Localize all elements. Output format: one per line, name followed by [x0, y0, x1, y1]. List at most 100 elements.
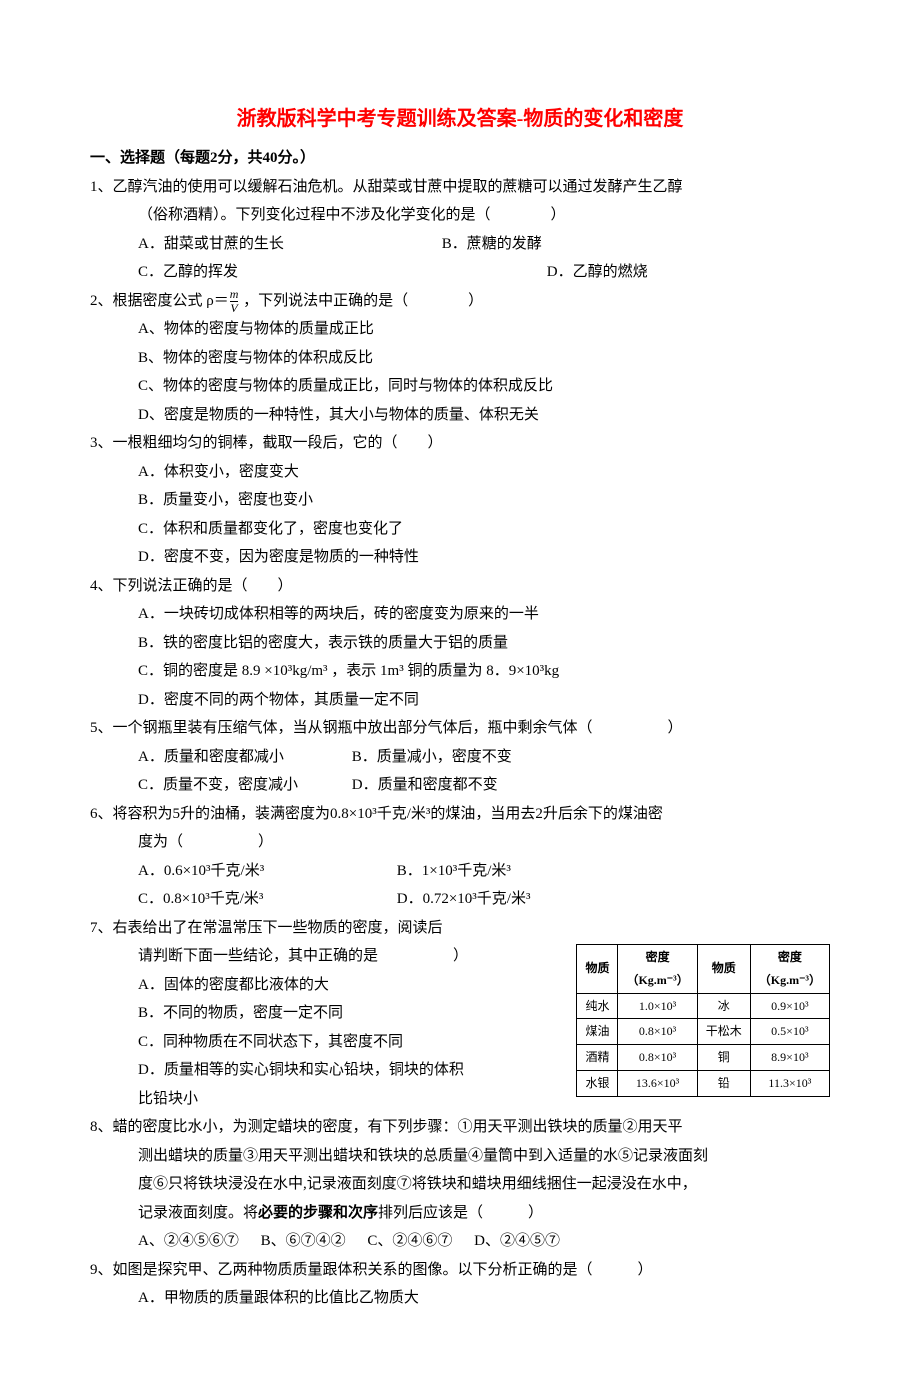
q9-stem: 9、如图是探究甲、乙两种物质质量跟体积关系的图像。以下分析正确的是（ ） — [90, 1256, 830, 1285]
question-3: 3、一根粗细均匀的铜棒，截取一段后，它的（ ） A．体积变小，密度变大 B．质量… — [90, 429, 830, 572]
q3-option-b: B．质量变小，密度也变小 — [90, 486, 830, 515]
table-header-row: 物质 密度 （Kg.m⁻³） 物质 密度 （Kg.m⁻³） — [577, 945, 830, 994]
q3-option-c: C．体积和质量都变化了，密度也变化了 — [90, 515, 830, 544]
question-6: 6、将容积为5升的油桶，装满密度为0.8×10³千克/米³的煤油，当用去2升后余… — [90, 800, 830, 914]
table-cell: 纯水 — [577, 993, 618, 1019]
q4-stem: 4、下列说法正确的是（ ） — [90, 572, 830, 601]
q4-option-a: A．一块砖切成体积相等的两块后，砖的密度变为原来的一半 — [90, 600, 830, 629]
q6-stem-line2: 度为（ ） — [90, 828, 830, 857]
table-cell: 1.0×10³ — [618, 993, 697, 1019]
q6-option-d: D．0.72×10³千克/米³ — [397, 885, 531, 914]
q3-option-a: A．体积变小，密度变大 — [90, 458, 830, 487]
q6-option-b: B．1×10³千克/米³ — [397, 857, 511, 886]
table-cell: 酒精 — [577, 1045, 618, 1071]
q8-option-b: B、⑥⑦④② — [261, 1227, 346, 1256]
col-density-1: 密度 （Kg.m⁻³） — [618, 945, 697, 994]
q8-stem-line4-pre: 记录液面刻度。将 — [138, 1205, 258, 1221]
q6-stem-line1: 6、将容积为5升的油桶，装满密度为0.8×10³千克/米³的煤油，当用去2升后余… — [90, 800, 830, 829]
q5-option-b: B．质量减小，密度不变 — [352, 743, 512, 772]
q8-stem-line1: 8、蜡的密度比水小，为测定蜡块的密度，有下列步骤：①用天平测出铁块的质量②用天平 — [90, 1113, 830, 1142]
q4-option-d: D．密度不同的两个物体，其质量一定不同 — [90, 686, 830, 715]
frac-num: m — [230, 288, 239, 301]
q8-options-row: A、②④⑤⑥⑦ B、⑥⑦④② C、②④⑥⑦ D、②④⑤⑦ — [90, 1227, 830, 1256]
question-1: 1、乙醇汽油的使用可以缓解石油危机。从甜菜或甘蔗中提取的蔗糖可以通过发酵产生乙醇… — [90, 173, 830, 287]
q1-stem-line1: 1、乙醇汽油的使用可以缓解石油危机。从甜菜或甘蔗中提取的蔗糖可以通过发酵产生乙醇 — [90, 173, 830, 202]
q9-option-a: A．甲物质的质量跟体积的比值比乙物质大 — [90, 1284, 830, 1313]
question-8: 8、蜡的密度比水小，为测定蜡块的密度，有下列步骤：①用天平测出铁块的质量②用天平… — [90, 1113, 830, 1256]
q8-stem-line3: 度⑥只将铁块浸没在水中,记录液面刻度⑦将铁块和蜡块用细线捆住一起浸没在水中， — [90, 1170, 830, 1199]
q8-option-d: D、②④⑤⑦ — [474, 1227, 560, 1256]
document-page: 浙教版科学中考专题训练及答案-物质的变化和密度 一、选择题（每题2分，共40分。… — [0, 0, 920, 1373]
q1-stem-line2: （俗称酒精）。下列变化过程中不涉及化学变化的是（ ） — [90, 201, 830, 230]
q5-options-row2: C．质量不变，密度减小 D．质量和密度都不变 — [90, 771, 830, 800]
document-title: 浙教版科学中考专题训练及答案-物质的变化和密度 — [90, 100, 830, 138]
q1-option-b: B．蔗糖的发酵 — [442, 230, 542, 259]
question-2: 2、根据密度公式 ρ＝mV ，下列说法中正确的是（ ） A、物体的密度与物体的质… — [90, 287, 830, 430]
q2-option-b: B、物体的密度与物体的体积成反比 — [90, 344, 830, 373]
table-row: 酒精 0.8×10³ 铜 8.9×10³ — [577, 1045, 830, 1071]
question-7: 7、右表给出了在常温常压下一些物质的密度，阅读后 物质 密度 （Kg.m⁻³） … — [90, 914, 830, 1114]
q2-stem: 2、根据密度公式 ρ＝mV ，下列说法中正确的是（ ） — [90, 287, 830, 316]
q1-option-a: A．甜菜或甘蔗的生长 — [138, 230, 438, 259]
col-substance-2: 物质 — [697, 945, 750, 994]
section-header: 一、选择题（每题2分，共40分。） — [90, 144, 830, 173]
question-5: 5、一个钢瓶里装有压缩气体，当从钢瓶中放出部分气体后，瓶中剩余气体（ ） A．质… — [90, 714, 830, 800]
q1-option-d: D．乙醇的燃烧 — [547, 258, 648, 287]
q5-options-row1: A．质量和密度都减小 B．质量减小，密度不变 — [90, 743, 830, 772]
col-density-1-unit: （Kg.m⁻³） — [626, 973, 688, 987]
frac-den: V — [230, 301, 239, 315]
question-4: 4、下列说法正确的是（ ） A．一块砖切成体积相等的两块后，砖的密度变为原来的一… — [90, 572, 830, 715]
q8-option-a: A、②④⑤⑥⑦ — [138, 1227, 239, 1256]
table-row: 纯水 1.0×10³ 冰 0.9×10³ — [577, 993, 830, 1019]
q8-option-c: C、②④⑥⑦ — [367, 1227, 452, 1256]
col-density-1-label: 密度 — [646, 950, 670, 964]
table-row: 水银 13.6×10³ 铅 11.3×10³ — [577, 1070, 830, 1096]
table-cell: 8.9×10³ — [750, 1045, 829, 1071]
q2-option-c: C、物体的密度与物体的质量成正比，同时与物体的体积成反比 — [90, 372, 830, 401]
density-table: 物质 密度 （Kg.m⁻³） 物质 密度 （Kg.m⁻³） 纯水 1.0×10³… — [576, 944, 830, 1097]
table-row: 煤油 0.8×10³ 干松木 0.5×10³ — [577, 1019, 830, 1045]
col-density-2-label: 密度 — [778, 950, 802, 964]
q1-option-c: C．乙醇的挥发 — [138, 258, 543, 287]
table-cell: 0.9×10³ — [750, 993, 829, 1019]
table-cell: 0.5×10³ — [750, 1019, 829, 1045]
q5-stem: 5、一个钢瓶里装有压缩气体，当从钢瓶中放出部分气体后，瓶中剩余气体（ ） — [90, 714, 830, 743]
table-cell: 煤油 — [577, 1019, 618, 1045]
q5-option-d: D．质量和密度都不变 — [352, 771, 498, 800]
table-cell: 水银 — [577, 1070, 618, 1096]
table-cell: 干松木 — [697, 1019, 750, 1045]
q3-option-d: D．密度不变，因为密度是物质的一种特性 — [90, 543, 830, 572]
table-cell: 0.8×10³ — [618, 1019, 697, 1045]
q4-option-c: C．铜的密度是 8.9 ×10³kg/m³ ，表示 1m³ 铜的质量为 8．9×… — [90, 657, 830, 686]
q2-stem-post: ，下列说法中正确的是（ ） — [239, 293, 483, 309]
table-cell: 铅 — [697, 1070, 750, 1096]
q8-stem-line4-bold: 必要的步骤和次序 — [258, 1205, 378, 1221]
question-9: 9、如图是探究甲、乙两种物质质量跟体积关系的图像。以下分析正确的是（ ） A．甲… — [90, 1256, 830, 1313]
col-density-2: 密度 （Kg.m⁻³） — [750, 945, 829, 994]
q2-option-d: D、密度是物质的一种特性，其大小与物体的质量、体积无关 — [90, 401, 830, 430]
q6-options-row1: A．0.6×10³千克/米³ B．1×10³千克/米³ — [90, 857, 830, 886]
q3-stem: 3、一根粗细均匀的铜棒，截取一段后，它的（ ） — [90, 429, 830, 458]
col-substance-1: 物质 — [577, 945, 618, 994]
q8-stem-line4: 记录液面刻度。将必要的步骤和次序排列后应该是（ ） — [90, 1199, 830, 1228]
q8-stem-line2: 测出蜡块的质量③用天平测出蜡块和铁块的总质量④量筒中到入适量的水⑤记录液面刻 — [90, 1142, 830, 1171]
q4-option-b: B．铁的密度比铝的密度大，表示铁的质量大于铝的质量 — [90, 629, 830, 658]
table-cell: 0.8×10³ — [618, 1045, 697, 1071]
q7-stem-line1: 7、右表给出了在常温常压下一些物质的密度，阅读后 — [90, 914, 830, 943]
q5-option-c: C．质量不变，密度减小 — [138, 771, 348, 800]
table-cell: 11.3×10³ — [750, 1070, 829, 1096]
table-cell: 13.6×10³ — [618, 1070, 697, 1096]
q6-option-c: C．0.8×10³千克/米³ — [138, 885, 393, 914]
q2-stem-pre: 2、根据密度公式 ρ＝ — [90, 293, 229, 309]
q2-option-a: A、物体的密度与物体的质量成正比 — [90, 315, 830, 344]
table-cell: 冰 — [697, 993, 750, 1019]
q6-options-row2: C．0.8×10³千克/米³ D．0.72×10³千克/米³ — [90, 885, 830, 914]
q8-stem-line4-post: 排列后应该是（ ） — [378, 1205, 543, 1221]
density-table-wrap: 物质 密度 （Kg.m⁻³） 物质 密度 （Kg.m⁻³） 纯水 1.0×10³… — [576, 944, 830, 1097]
col-density-2-unit: （Kg.m⁻³） — [759, 973, 821, 987]
q1-options-row1: A．甜菜或甘蔗的生长 B．蔗糖的发酵 — [90, 230, 830, 259]
density-formula: mV — [230, 288, 239, 314]
q1-options-row2: C．乙醇的挥发 D．乙醇的燃烧 — [90, 258, 830, 287]
table-cell: 铜 — [697, 1045, 750, 1071]
q6-option-a: A．0.6×10³千克/米³ — [138, 857, 393, 886]
